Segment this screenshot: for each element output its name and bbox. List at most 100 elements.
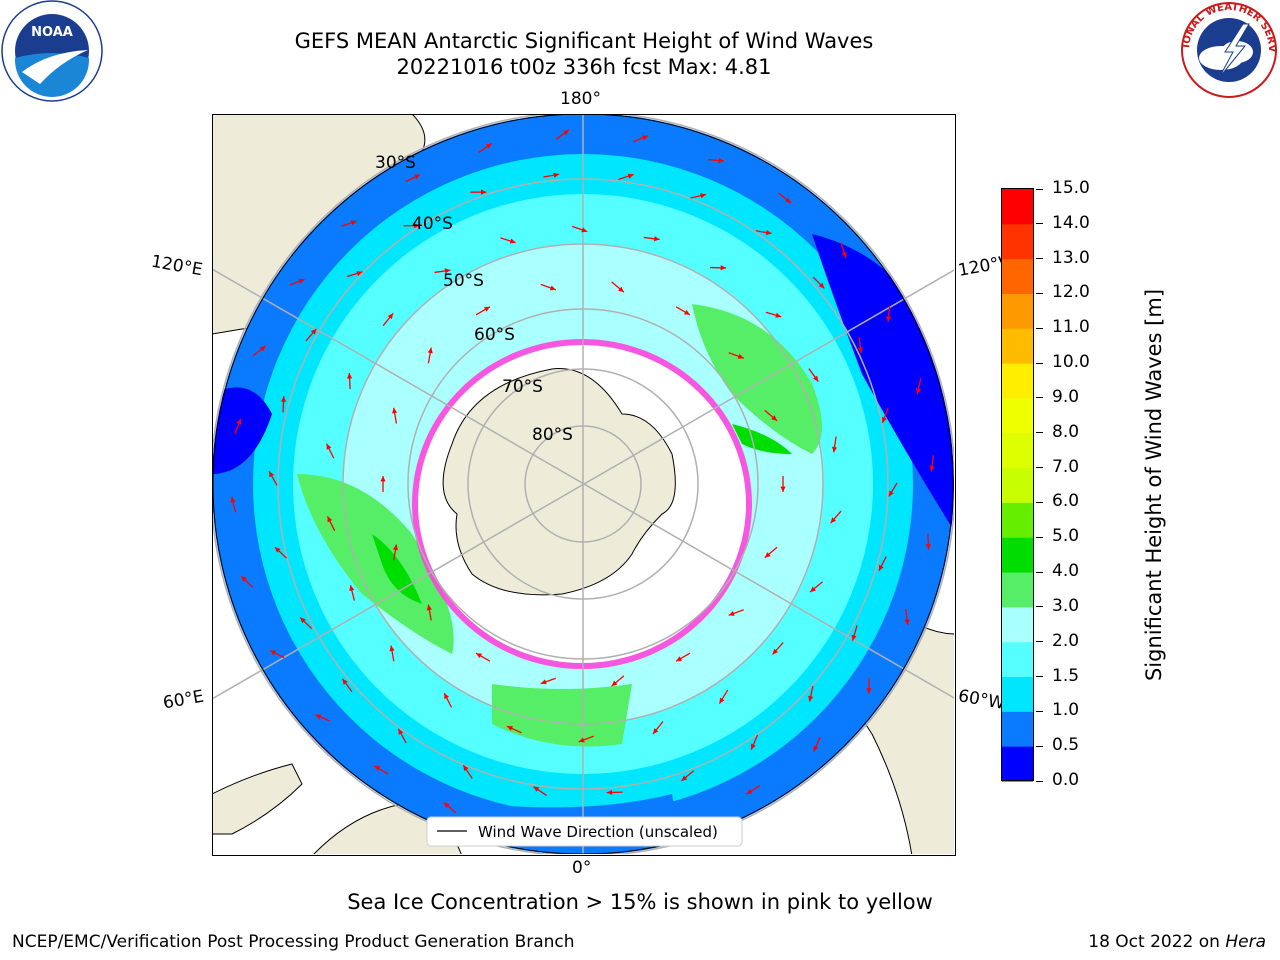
colorbar-band bbox=[1002, 189, 1033, 225]
colorbar-tick-label: 1.5 bbox=[1052, 665, 1080, 686]
wind-wave-arrow-head bbox=[618, 286, 624, 293]
wind-wave-arrow-head bbox=[427, 347, 433, 354]
colorbar-tick-label: 7.0 bbox=[1052, 456, 1080, 477]
wind-wave-arrow-head bbox=[681, 775, 688, 781]
colorbar-tick-mark bbox=[1036, 745, 1043, 747]
colorbar-tick-mark bbox=[1036, 676, 1043, 678]
wind-wave-arrow-head bbox=[775, 312, 782, 318]
wind-wave-arrow-head bbox=[444, 268, 451, 274]
wind-wave-arrow-head bbox=[772, 648, 779, 655]
wind-wave-arrow-head bbox=[463, 765, 469, 772]
noaa-logo-text: NOAA bbox=[31, 25, 73, 40]
wind-wave-arrow-head bbox=[374, 765, 381, 771]
chart-title: GEFS MEAN Antarctic Significant Height o… bbox=[294, 29, 874, 53]
wind-wave-arrow-head bbox=[380, 476, 386, 482]
wind-wave-arrow-head bbox=[298, 278, 305, 284]
wind-wave-arrow-head bbox=[878, 564, 884, 571]
wind-wave-arrow-head bbox=[300, 617, 306, 624]
wind-wave-arrow-head bbox=[389, 645, 395, 652]
wind-wave-arrow-head bbox=[830, 517, 837, 524]
colorbar-tick-label: 13.0 bbox=[1052, 247, 1090, 268]
wind-wave-arrow-head bbox=[327, 516, 333, 523]
colorbar-tick-label: 10.0 bbox=[1052, 352, 1090, 373]
wind-wave-arrow-head bbox=[414, 174, 421, 180]
wind-wave-arrow-head bbox=[387, 313, 394, 320]
colorbar-band bbox=[1002, 328, 1033, 364]
wind-wave-arrow-head bbox=[606, 789, 613, 796]
colorbar-band bbox=[1002, 537, 1033, 573]
wind-wave-arrow-head bbox=[444, 693, 450, 700]
wind-wave-arrow-head bbox=[426, 604, 432, 611]
wind-wave-arrow-head bbox=[540, 679, 547, 685]
wind-wave-arrow-head bbox=[483, 306, 490, 312]
colorbar-tick-mark bbox=[1036, 188, 1043, 190]
wind-wave-arrow-head bbox=[857, 347, 863, 353]
wind-wave-arrow-head bbox=[771, 415, 778, 421]
wind-wave-arrow-head bbox=[676, 656, 683, 662]
colorbar-band bbox=[1002, 606, 1033, 643]
wind-wave-arrow-head bbox=[280, 396, 287, 402]
lat-label-50s: 50°S bbox=[443, 271, 484, 291]
colorbar-tick-mark bbox=[1036, 223, 1043, 225]
wind-wave-arrow-head bbox=[851, 634, 857, 641]
colorbar-tick-label: 0.0 bbox=[1052, 770, 1080, 790]
wind-wave-arrow-head bbox=[485, 143, 492, 149]
colorbar-tick-label: 6.0 bbox=[1052, 491, 1080, 512]
wind-wave-arrow-head bbox=[652, 728, 659, 734]
colorbar-tick-label: 14.0 bbox=[1052, 212, 1090, 233]
map-legend bbox=[426, 816, 743, 847]
wind-wave-arrow-head bbox=[392, 407, 398, 414]
lat-label-70s: 70°S bbox=[502, 377, 543, 397]
colorbar-band bbox=[1002, 293, 1033, 329]
colorbar-band bbox=[1002, 363, 1033, 399]
wind-wave-arrow-head bbox=[831, 446, 838, 453]
colorbar-label: Significant Height of Wind Waves [m] bbox=[1142, 288, 1166, 682]
colorbar-tick-label: 2.0 bbox=[1052, 630, 1080, 651]
wind-wave-arrow-head bbox=[728, 611, 735, 616]
wind-wave-arrow-head bbox=[443, 802, 450, 809]
colorbar-band bbox=[1002, 572, 1033, 608]
colorbar-tick-mark bbox=[1036, 397, 1043, 399]
colorbar-tick-label: 4.0 bbox=[1052, 561, 1080, 582]
wind-wave-arrow-head bbox=[398, 728, 404, 735]
wind-wave-arrow-head bbox=[549, 285, 556, 291]
colorbar-tick-mark bbox=[1036, 467, 1043, 469]
wind-wave-arrow-head bbox=[720, 265, 727, 271]
wind-wave-arrow-head bbox=[915, 388, 922, 395]
wind-wave-arrow-head bbox=[269, 471, 275, 478]
wind-wave-arrow-head bbox=[356, 270, 363, 276]
wind-wave-arrow-head bbox=[350, 220, 357, 226]
wind-wave-arrow-head bbox=[653, 236, 660, 242]
lat-label-40s: 40°S bbox=[412, 214, 453, 234]
machine-name: Hera bbox=[1225, 932, 1266, 952]
colorbar-band bbox=[1002, 432, 1033, 469]
date-value: 18 Oct 2022 on bbox=[1088, 932, 1220, 952]
wind-wave-arrow-head bbox=[414, 223, 420, 229]
colorbar-tick-label: 11.0 bbox=[1052, 317, 1090, 338]
wind-wave-arrow-head bbox=[683, 309, 690, 315]
lon-label-180: 180° bbox=[560, 89, 601, 109]
colorbar-tick-label: 9.0 bbox=[1052, 386, 1080, 407]
colorbar-tick-label: 0.5 bbox=[1052, 735, 1080, 756]
wind-wave-arrow-head bbox=[719, 697, 725, 704]
colorbar-tick-mark bbox=[1036, 710, 1043, 712]
wind-wave-arrow-head bbox=[627, 173, 634, 179]
colorbar-band bbox=[1002, 746, 1033, 782]
wind-wave-arrow-head bbox=[241, 576, 247, 582]
wind-wave-arrow-head bbox=[818, 282, 825, 289]
wind-wave-arrow-head bbox=[808, 695, 814, 702]
colorbar-tick-mark bbox=[1036, 258, 1043, 260]
colorbar-tick-mark bbox=[1036, 432, 1043, 434]
wind-wave-arrow-head bbox=[578, 737, 585, 743]
wind-wave-arrow-head bbox=[813, 745, 819, 752]
colorbar-band bbox=[1002, 641, 1033, 678]
sea-ice-note: Sea Ice Concentration > 15% is shown in … bbox=[347, 890, 933, 914]
wind-wave-arrow-head bbox=[642, 135, 649, 141]
wind-wave-arrow-head bbox=[764, 552, 771, 558]
wind-wave-arrow-head bbox=[236, 418, 242, 425]
colorbar-tick-label: 8.0 bbox=[1052, 421, 1080, 442]
credit-text: NCEP/EMC/Verification Post Processing Pr… bbox=[12, 932, 575, 952]
lat-label-30s: 30°S bbox=[375, 153, 416, 173]
wind-wave-arrows bbox=[230, 129, 935, 814]
noaa-logo: NOAA bbox=[1, 0, 103, 102]
